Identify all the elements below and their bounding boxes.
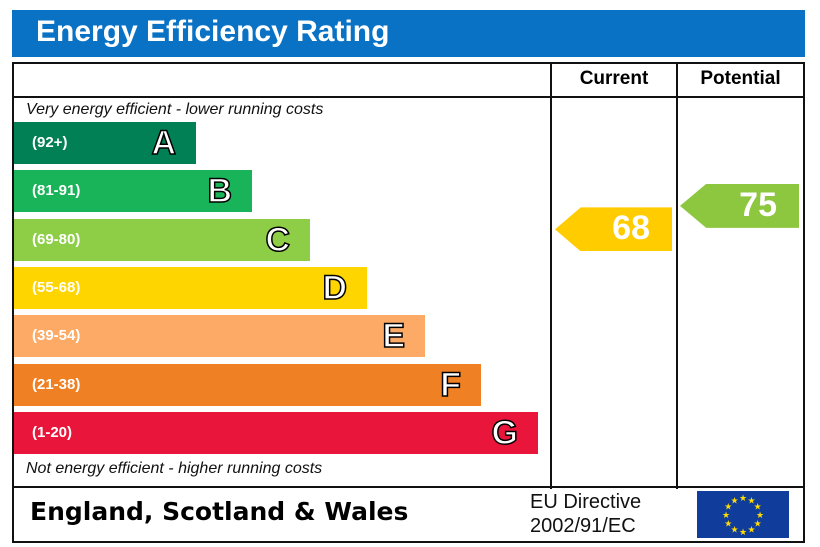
band-g: (1-20) G: [14, 411, 538, 454]
band-c: (69-80) C: [14, 218, 310, 261]
svg-text:★: ★: [724, 519, 732, 529]
top-note: Very energy efficient - lower running co…: [26, 101, 324, 118]
potential-column-header: Potential: [700, 68, 781, 89]
band-d: (55-68) D: [14, 266, 367, 309]
svg-text:★: ★: [739, 527, 747, 537]
svg-text:★: ★: [724, 502, 732, 512]
svg-text:★: ★: [730, 525, 738, 535]
band-a: (92+) A: [14, 122, 196, 164]
band-f: (21-38) F: [14, 363, 481, 406]
svg-text:★: ★: [739, 493, 747, 503]
bottom-note: Not energy efficient - higher running co…: [26, 460, 323, 477]
svg-text:★: ★: [754, 519, 762, 529]
potential-rating-arrow: 75: [680, 183, 799, 228]
band-letter: C: [265, 220, 291, 260]
svg-text:★: ★: [730, 495, 738, 505]
chart-title: Energy Efficiency Rating: [36, 15, 390, 48]
directive-line2: 2002/91/EC: [530, 515, 636, 537]
current-rating-value: 68: [612, 209, 650, 248]
directive-line1: EU Directive: [530, 491, 642, 513]
band-range: (55-68): [32, 278, 81, 296]
band-range: (1-20): [32, 423, 73, 441]
band-range: (69-80): [32, 230, 81, 248]
band-range: (21-38): [32, 375, 81, 393]
band-range: (92+): [32, 134, 68, 151]
band-letter: F: [439, 365, 461, 405]
svg-text:★: ★: [747, 525, 755, 535]
divider: [676, 62, 678, 489]
current-column-header: Current: [579, 68, 649, 89]
rating-table: [12, 62, 805, 543]
band-range: (81-91): [32, 182, 81, 200]
band-letter: B: [207, 172, 233, 212]
divider: [550, 62, 552, 489]
svg-text:★: ★: [754, 502, 762, 512]
divider: [12, 96, 805, 98]
divider: [12, 486, 805, 488]
country-label: England, Scotland & Wales: [30, 497, 409, 526]
svg-text:★: ★: [756, 510, 764, 520]
eu-directive: EU Directive 2002/91/EC: [530, 490, 641, 538]
potential-rating-value: 75: [739, 185, 777, 224]
band-e: (39-54) E: [14, 315, 425, 358]
title-banner: Energy Efficiency Rating: [12, 10, 805, 57]
band-b: (81-91) B: [14, 170, 252, 213]
current-rating-arrow: 68: [555, 207, 672, 252]
svg-text:★: ★: [747, 495, 755, 505]
eu-flag-icon: ★ ★ ★ ★ ★ ★ ★ ★ ★ ★ ★ ★: [697, 491, 789, 538]
band-range: (39-54): [32, 327, 81, 345]
band-letter: D: [322, 268, 348, 308]
band-letter: A: [151, 123, 177, 163]
svg-text:★: ★: [722, 510, 730, 520]
band-letter: G: [491, 413, 519, 453]
band-letter: E: [382, 316, 406, 356]
